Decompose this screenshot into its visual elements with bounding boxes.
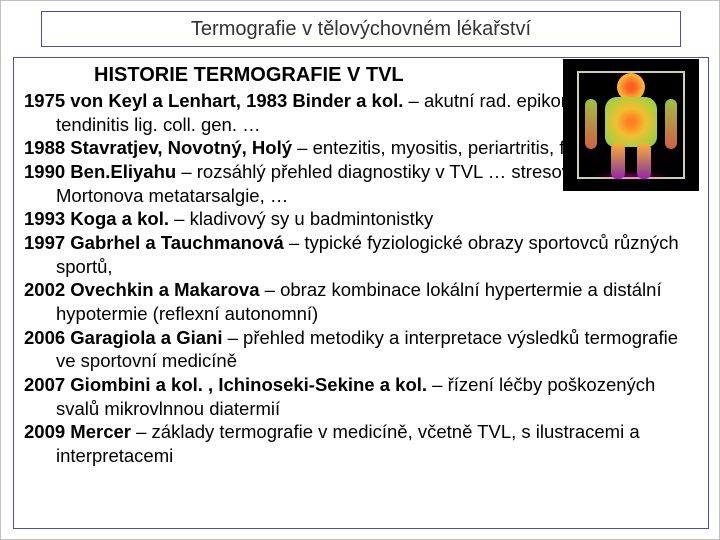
- entry-authors: Koga a kol.: [70, 208, 169, 229]
- entry-year: 1975: [24, 90, 65, 111]
- thermography-image: [563, 59, 699, 191]
- slide: Termografie v tělovýchovném lékařství HI…: [0, 0, 720, 540]
- entry-authors: Giombini a kol. , Ichinoseki-Sekine a ko…: [70, 374, 427, 395]
- entry-year: 1993: [24, 208, 65, 229]
- entry-year: 2007: [24, 374, 65, 395]
- entry-description: – kladivový sy u badmintonistky: [169, 208, 433, 229]
- entry-authors: Garagiola a Giani: [70, 327, 222, 348]
- entry-authors: Ben.Eliyahu: [70, 161, 176, 182]
- history-entry: 2006 Garagiola a Giani – přehled metodik…: [24, 326, 698, 373]
- slide-title: Termografie v tělovýchovném lékařství: [191, 18, 531, 41]
- entry-description: – základy termografie v medicíně, včetně…: [56, 421, 640, 466]
- entry-year: 1990: [24, 161, 65, 182]
- entry-year: 2002: [24, 279, 65, 300]
- history-entry: 2009 Mercer – základy termografie v medi…: [24, 420, 698, 467]
- history-entry: 2002 Ovechkin a Makarova – obraz kombina…: [24, 278, 698, 325]
- history-entry: 1993 Koga a kol. – kladivový sy u badmin…: [24, 207, 698, 231]
- entry-year: 2009: [24, 421, 65, 442]
- entry-authors: von Keyl a Lenhart, 1983 Binder a kol.: [70, 90, 403, 111]
- entry-authors: Gabrhel a Tauchmanová: [70, 232, 284, 253]
- history-entry: 2007 Giombini a kol. , Ichinoseki-Sekine…: [24, 373, 698, 420]
- thermography-figure: [571, 67, 691, 183]
- entry-year: 1988: [24, 137, 65, 158]
- entry-year: 1997: [24, 232, 65, 253]
- title-box: Termografie v tělovýchovném lékařství: [41, 11, 681, 47]
- entry-authors: Mercer: [70, 421, 131, 442]
- entry-authors: Stavratjev, Novotný, Holý: [70, 137, 292, 158]
- entry-authors: Ovechkin a Makarova: [70, 279, 259, 300]
- history-entry: 1997 Gabrhel a Tauchmanová – typické fyz…: [24, 231, 698, 278]
- entry-year: 2006: [24, 327, 65, 348]
